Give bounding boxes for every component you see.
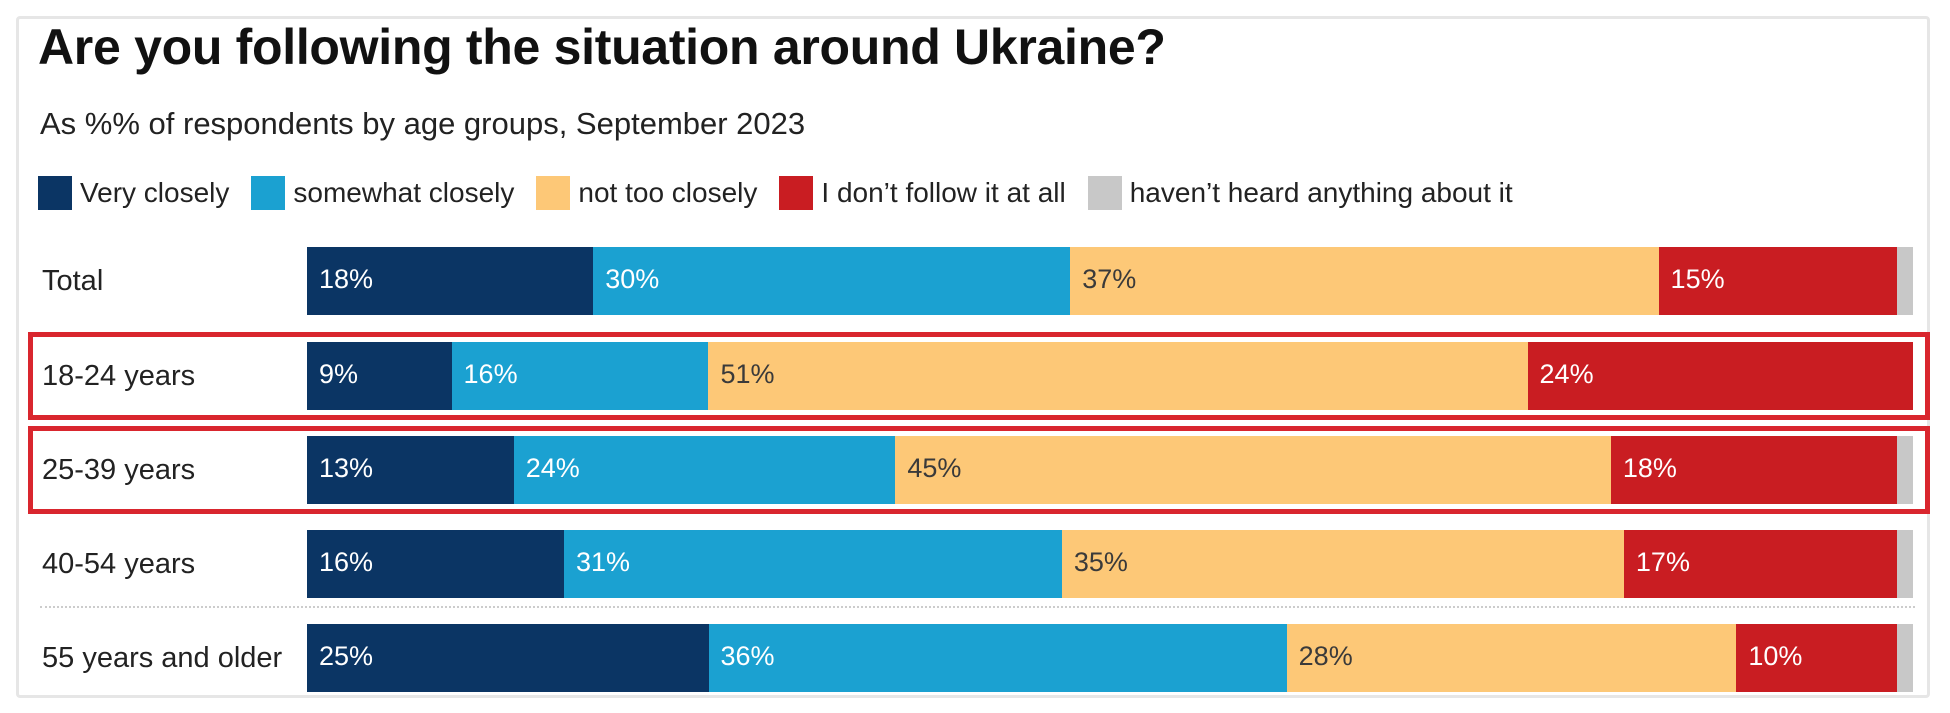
bar-row-55-years-and-older: 55 years and older 25% 36% 28% 10% [0,624,1950,692]
legend-swatch-dont-follow [779,176,814,210]
bar-segment-i-don-t-follow-it-at-all: 15% [1658,247,1898,315]
data-label: 16% [319,547,374,577]
legend-label-dont-follow: I don’t follow it at all [821,177,1066,208]
bar-segment-not-too-closely: 35% [1061,530,1624,598]
legend-swatch-somewhat-closely [251,176,286,210]
bar-segment-very-closely: 16% [307,530,564,598]
bar-segment-haven-t-heard-anything-about-it [1897,436,1913,504]
bar-segment-very-closely: 9% [307,342,452,410]
bar-segment-not-too-closely: 37% [1070,247,1659,315]
bar-segment-very-closely: 18% [307,247,594,315]
bar-row-total: Total 18% 30% 37% 15% [0,247,1950,315]
data-label: 16% [463,359,518,389]
bar-segment-not-too-closely: 45% [895,436,1611,504]
category-label: 55 years and older [42,642,283,674]
bar-row-25-39-years: 25-39 years 13% 24% 45% 18% [0,436,1950,504]
bar-segment-haven-t-heard-anything-about-it [1896,624,1913,692]
data-label: 24% [525,453,580,483]
legend-swatch-not-too-closely [536,176,571,210]
bar-segment-somewhat-closely: 31% [563,530,1062,598]
legend: Very closely somewhat closely not too cl… [38,174,1535,212]
legend-swatch-very-closely [38,176,72,210]
data-label: 9% [319,359,359,389]
stacked-bar: 13% 24% 45% 18% [307,436,1913,504]
bar-segment-very-closely: 25% [307,624,709,692]
bar-segment-somewhat-closely: 16% [451,342,709,410]
data-label: 10% [1748,641,1803,671]
legend-label-somewhat-closely: somewhat closely [293,177,515,208]
category-label: 40-54 years [42,548,196,580]
legend-label-not-too-closely: not too closely [578,177,758,208]
data-label: 15% [1670,264,1725,294]
highlight-box [28,332,1930,420]
bar-segment-not-too-closely: 28% [1286,624,1737,692]
highlight-box [28,426,1930,514]
stacked-bar: 9% 16% 51% 24% [307,342,1913,410]
bar-segment-very-closely: 13% [307,436,514,504]
row-divider [40,606,1915,608]
legend-item-havent-heard: haven’t heard anything about it [1087,176,1513,210]
category-label: 18-24 years [42,360,196,392]
data-label: 45% [907,453,962,483]
category-label: Total [42,265,104,297]
data-label: 36% [720,641,775,671]
chart-title: Are you following the situation around U… [38,19,1166,75]
legend-item-very-closely: Very closely [38,176,229,210]
data-label: 25% [319,641,374,671]
stacked-bar: 18% 30% 37% 15% [307,247,1913,315]
bar-segment-i-don-t-follow-it-at-all: 18% [1610,436,1898,504]
data-label: 13% [319,453,374,483]
stacked-bar: 25% 36% 28% 10% [307,624,1913,692]
data-label: 18% [319,264,374,294]
bar-segment-i-don-t-follow-it-at-all: 10% [1736,624,1897,692]
data-label: 18% [1622,453,1677,483]
legend-swatch-havent-heard [1087,176,1122,210]
data-label: 17% [1635,547,1690,577]
data-label: 24% [1539,359,1594,389]
legend-item-not-too-closely: not too closely [536,176,757,210]
data-label: 31% [575,547,630,577]
category-label: 25-39 years [42,454,196,486]
chart-subtitle: As %% of respondents by age groups, Sept… [40,106,806,141]
data-label: 28% [1298,641,1353,671]
legend-label-havent-heard: haven’t heard anything about it [1129,177,1513,208]
bar-segment-i-don-t-follow-it-at-all: 24% [1527,342,1913,410]
bar-row-40-54-years: 40-54 years 16% 31% 35% 17% [0,530,1950,598]
bar-row-18-24-years: 18-24 years 9% 16% 51% 24% [0,342,1950,410]
legend-item-somewhat-closely: somewhat closely [251,176,514,210]
bar-segment-not-too-closely: 51% [708,342,1528,410]
data-label: 35% [1073,547,1128,577]
legend-label-very-closely: Very closely [80,177,230,208]
data-label: 30% [605,264,660,294]
legend-item-dont-follow: I don’t follow it at all [779,176,1066,210]
stacked-bar: 16% 31% 35% 17% [307,530,1913,598]
bar-segment-somewhat-closely: 30% [593,247,1071,315]
data-label: 51% [720,359,775,389]
bar-segment-haven-t-heard-anything-about-it [1897,247,1913,315]
bar-segment-somewhat-closely: 24% [513,436,896,504]
bar-segment-haven-t-heard-anything-about-it [1896,530,1913,598]
bar-segment-somewhat-closely: 36% [708,624,1287,692]
data-label: 37% [1082,264,1137,294]
bar-segment-i-don-t-follow-it-at-all: 17% [1623,530,1897,598]
